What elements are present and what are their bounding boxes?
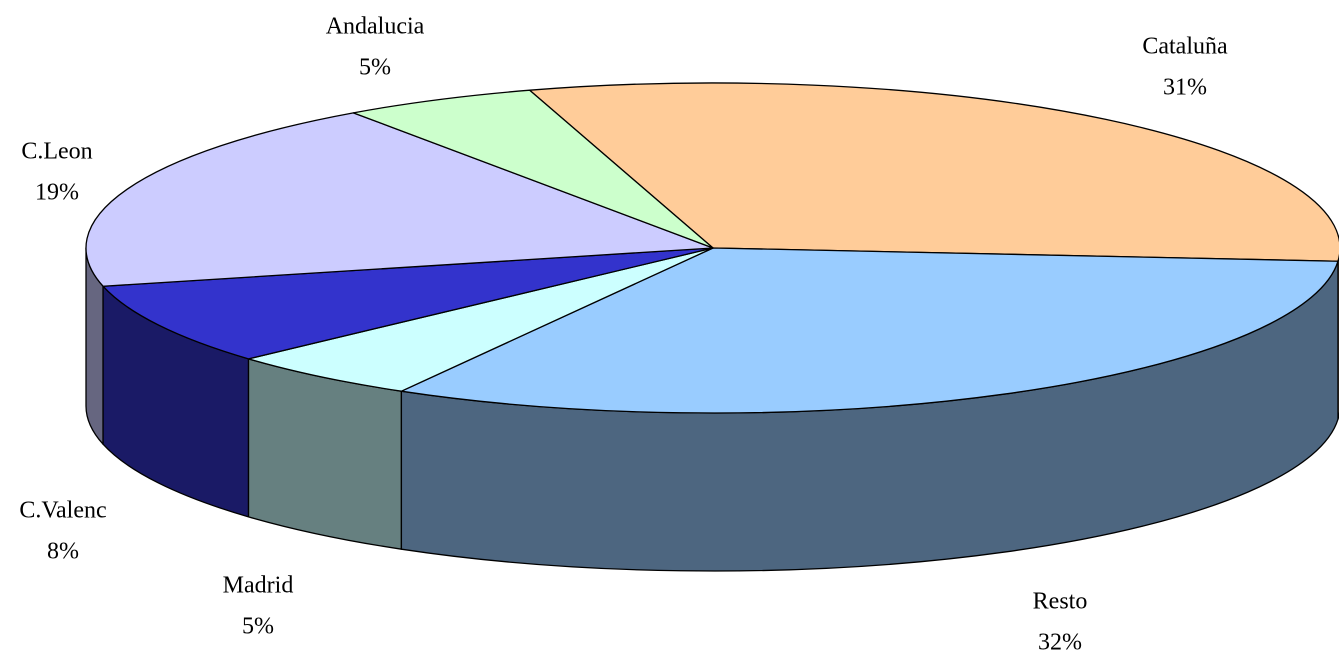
slice-label: C.Valenc	[19, 498, 106, 524]
slice-value-label: 32%	[1038, 630, 1082, 656]
slice	[400, 247, 1339, 414]
slice-label: C.Leon	[21, 139, 92, 165]
slice-label: Cataluña	[1142, 34, 1228, 60]
slice	[85, 112, 714, 287]
slice-value-label: 5%	[359, 55, 391, 81]
slice-value-label: 19%	[35, 180, 79, 206]
slice-label: Resto	[1033, 589, 1088, 615]
slice-label: Madrid	[223, 573, 294, 599]
slice-label: Andalucia	[326, 14, 425, 40]
slice	[247, 247, 714, 392]
slice-value-label: 31%	[1163, 75, 1207, 101]
slice	[102, 247, 714, 360]
slice-value-label: 8%	[47, 539, 79, 565]
slice	[352, 89, 714, 249]
slice	[529, 82, 1339, 262]
slice-value-label: 5%	[242, 614, 274, 640]
